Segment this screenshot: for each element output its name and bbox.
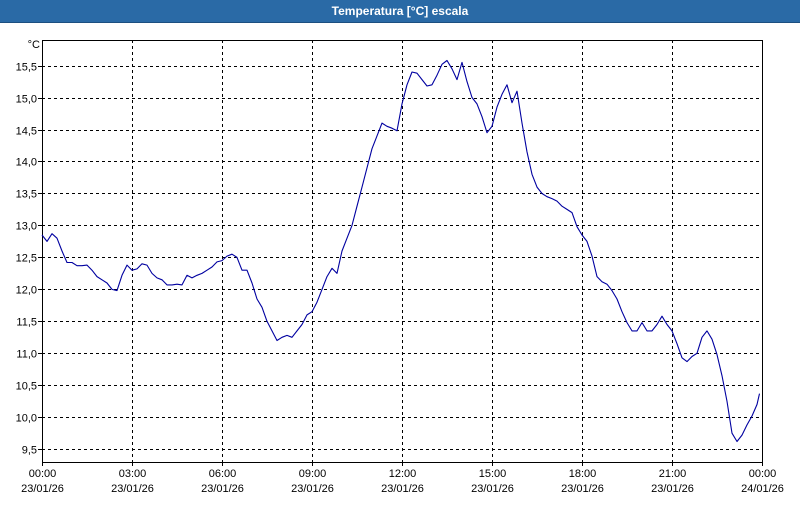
y-tick-label: 12,5 — [16, 253, 37, 265]
y-tick-label: 10,5 — [16, 381, 37, 393]
y-tick-label: 13,5 — [16, 189, 37, 201]
y-axis-unit-label: °C — [28, 39, 40, 51]
x-tick-time-label: 03:00 — [119, 468, 147, 480]
y-tick-label: 14,0 — [16, 157, 37, 169]
x-tick-date-label: 23/01/26 — [21, 483, 64, 495]
chart-title: Temperatura [°C] escala — [0, 0, 800, 23]
x-tick-date-label: 23/01/26 — [201, 483, 244, 495]
axes — [38, 40, 763, 466]
series-layer — [41, 59, 761, 443]
y-tick-label: 15,5 — [16, 62, 37, 74]
y-tick-label: 11,5 — [16, 317, 37, 329]
y-tick-label: 15,0 — [16, 94, 37, 106]
grid-lines — [42, 40, 762, 462]
x-tick-time-label: 21:00 — [659, 468, 687, 480]
x-tick-time-label: 06:00 — [209, 468, 237, 480]
temperature-series-line — [41, 59, 761, 443]
y-axis-tick-labels: 9,5 10,0 10,5 11,0 11,5 12,0 12,5 13,0 13,5 14,0 1… — [16, 62, 37, 457]
x-tick-date-label: 23/01/26 — [291, 483, 334, 495]
chart-area: 9,5 10,0 10,5 11,0 11,5 12,0 12,5 13,0 13,5 14,0 1… — [0, 22, 800, 500]
x-tick-time-label: 12:00 — [389, 468, 417, 480]
y-tick-label: 11,0 — [16, 349, 37, 361]
y-tick-label: 12,0 — [16, 285, 37, 297]
y-tick-label: 10,0 — [16, 413, 37, 425]
y-tick-label: 9,5 — [22, 445, 37, 457]
x-tick-time-label: 15:00 — [479, 468, 507, 480]
x-tick-date-label: 24/01/26 — [741, 483, 784, 495]
line-chart: 9,5 10,0 10,5 11,0 11,5 12,0 12,5 13,0 13,5 14,0 1… — [16, 39, 784, 495]
x-tick-time-label: 09:00 — [299, 468, 327, 480]
x-tick-date-label: 23/01/26 — [651, 483, 694, 495]
y-tick-label: 14,5 — [16, 126, 37, 138]
x-tick-time-label: 00:00 — [749, 468, 777, 480]
plot-frame — [42, 40, 763, 463]
x-tick-time-label: 18:00 — [569, 468, 597, 480]
x-tick-date-label: 23/01/26 — [381, 483, 424, 495]
x-tick-time-label: 00:00 — [29, 468, 57, 480]
x-tick-date-label: 23/01/26 — [471, 483, 514, 495]
y-tick-label: 13,0 — [16, 221, 37, 233]
x-tick-date-label: 23/01/26 — [561, 483, 604, 495]
x-tick-date-label: 23/01/26 — [111, 483, 154, 495]
x-axis-tick-labels: 00:00 23/01/26 03:00 23/01/26 06:00 23/01/26 0… — [21, 468, 784, 495]
